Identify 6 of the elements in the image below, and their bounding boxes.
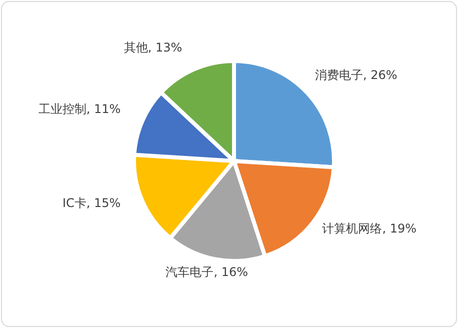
slice-label: 消费电子, 26%: [315, 68, 398, 82]
slice-label: 其他, 13%: [124, 40, 182, 55]
slice-label: 计算机网络, 19%: [322, 221, 417, 236]
slice-label: IC卡, 15%: [62, 196, 121, 210]
slice-label: 工业控制, 11%: [38, 102, 121, 116]
slice-label: 汽车电子, 16%: [166, 264, 248, 279]
